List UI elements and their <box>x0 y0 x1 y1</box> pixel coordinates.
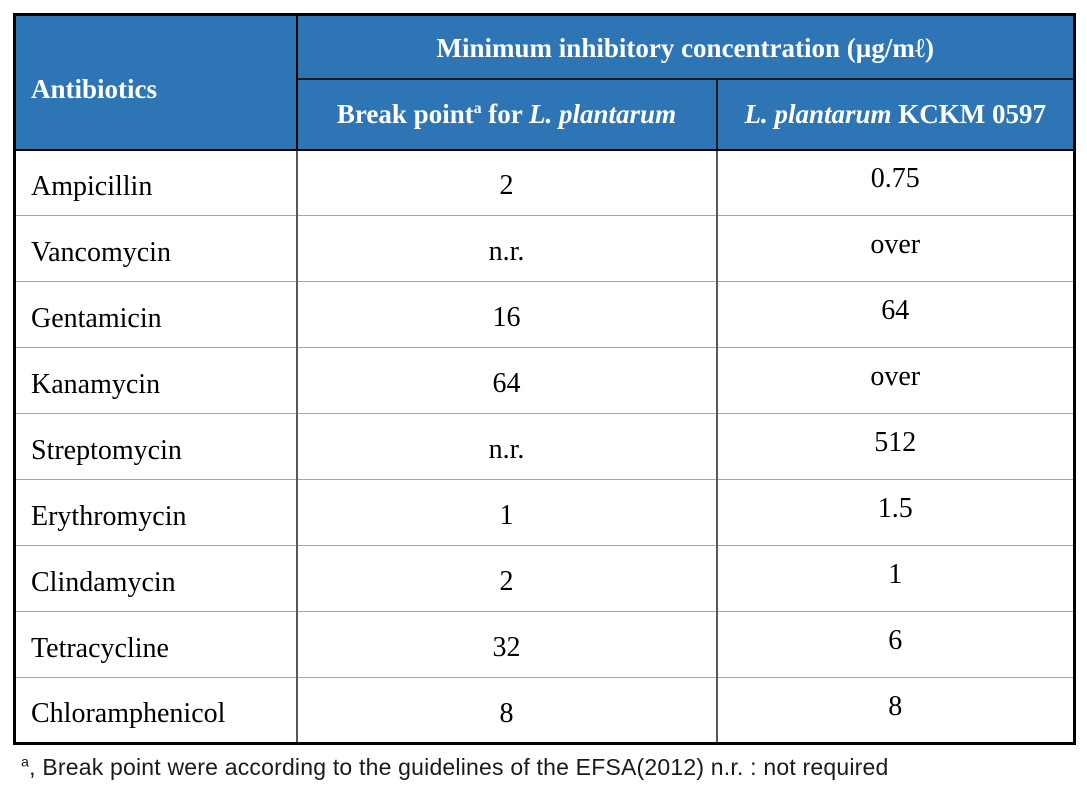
subheader-row: Break pointa for L. plantarum L. plantar… <box>15 78 1075 151</box>
antibiotic-name-cell: Kanamycin <box>14 347 297 414</box>
antibiotics-header-label: Antibiotics <box>31 73 158 104</box>
table-row: Streptomycin n.r. 512 <box>14 413 1075 480</box>
break-point-cell: n.r. <box>295 413 717 480</box>
antibiotic-name-cell: Ampicillin <box>31 170 153 202</box>
footnote-marker: a <box>21 754 30 771</box>
table-row: Vancomycin n.r. over <box>14 215 1075 282</box>
mic-value-cell: 8 <box>715 677 1075 744</box>
antibiotic-name-cell: Chloramphenicol <box>14 677 297 744</box>
mic-value-cell: over <box>715 347 1075 414</box>
strain-code-text: KCKM 0597 <box>891 98 1047 129</box>
antibiotic-name-cell: Clindamycin <box>14 545 297 612</box>
strain-species-italic: L. plantarum <box>744 98 892 129</box>
mic-value-cell: 6 <box>715 611 1075 678</box>
mic-group-header-label: Minimum inhibitory concentration (µg/mℓ) <box>436 32 934 63</box>
antibiotics-column-header: Antibiotics <box>14 14 298 151</box>
antibiotic-name-cell: Erythromycin <box>14 479 297 546</box>
break-point-cell: n.r. <box>295 215 717 282</box>
header-row-group: Antibiotics Minimum inhibitory concentra… <box>14 14 1075 151</box>
break-point-cell: 64 <box>295 347 717 414</box>
mic-value-cell: 1.5 <box>715 479 1075 546</box>
footnote-text: , Break point were according to the guid… <box>29 754 889 780</box>
antibiotic-name-cell: Tetracycline <box>14 611 297 678</box>
mic-value-cell: over <box>715 215 1075 282</box>
break-point-superscript: a <box>473 99 482 117</box>
antibiotic-name-cell: Gentamicin <box>14 281 297 348</box>
break-point-cell: 8 <box>295 677 717 744</box>
mic-table: Antibiotics Minimum inhibitory concentra… <box>13 13 1076 745</box>
strain-column-header: L. plantarum KCKM 0597 <box>716 78 1075 151</box>
table-row: Erythromycin 1 1.5 <box>14 479 1075 546</box>
table-row: Kanamycin 64 over <box>14 347 1075 414</box>
break-point-cell: 32 <box>295 611 717 678</box>
break-point-column-header: Break pointa for L. plantarum <box>296 78 718 151</box>
break-point-cell: 16 <box>295 281 717 348</box>
mic-value-cell: 0.75 <box>715 149 1075 216</box>
break-point-cell: 2 <box>295 149 717 216</box>
table-row: Chloramphenicol 8 8 <box>14 677 1075 744</box>
mic-value-cell: 512 <box>715 413 1075 480</box>
break-point-header-connector: for <box>481 98 530 129</box>
mic-value-cell: 1 <box>715 545 1075 612</box>
table-row: Tetracycline 32 6 <box>14 611 1075 678</box>
mic-value-cell: 64 <box>715 281 1075 348</box>
antibiotic-name-cell: Streptomycin <box>14 413 297 480</box>
table-row: Clindamycin 2 1 <box>14 545 1075 612</box>
antibiotic-name-cell: Vancomycin <box>14 215 297 282</box>
mic-group-header: Minimum inhibitory concentration (µg/mℓ) <box>296 14 1075 80</box>
table-row: Ampicillin 2 0.75 <box>15 149 1075 216</box>
footnote: a, Break point were according to the gui… <box>13 754 1073 781</box>
break-point-species-italic: L. plantarum <box>529 98 677 129</box>
table-row: Gentamicin 16 64 <box>14 281 1075 348</box>
break-point-header-text: Break point <box>336 98 474 129</box>
page: Antibiotics Minimum inhibitory concentra… <box>13 13 1076 781</box>
break-point-cell: 1 <box>295 479 717 546</box>
break-point-cell: 2 <box>295 545 717 612</box>
